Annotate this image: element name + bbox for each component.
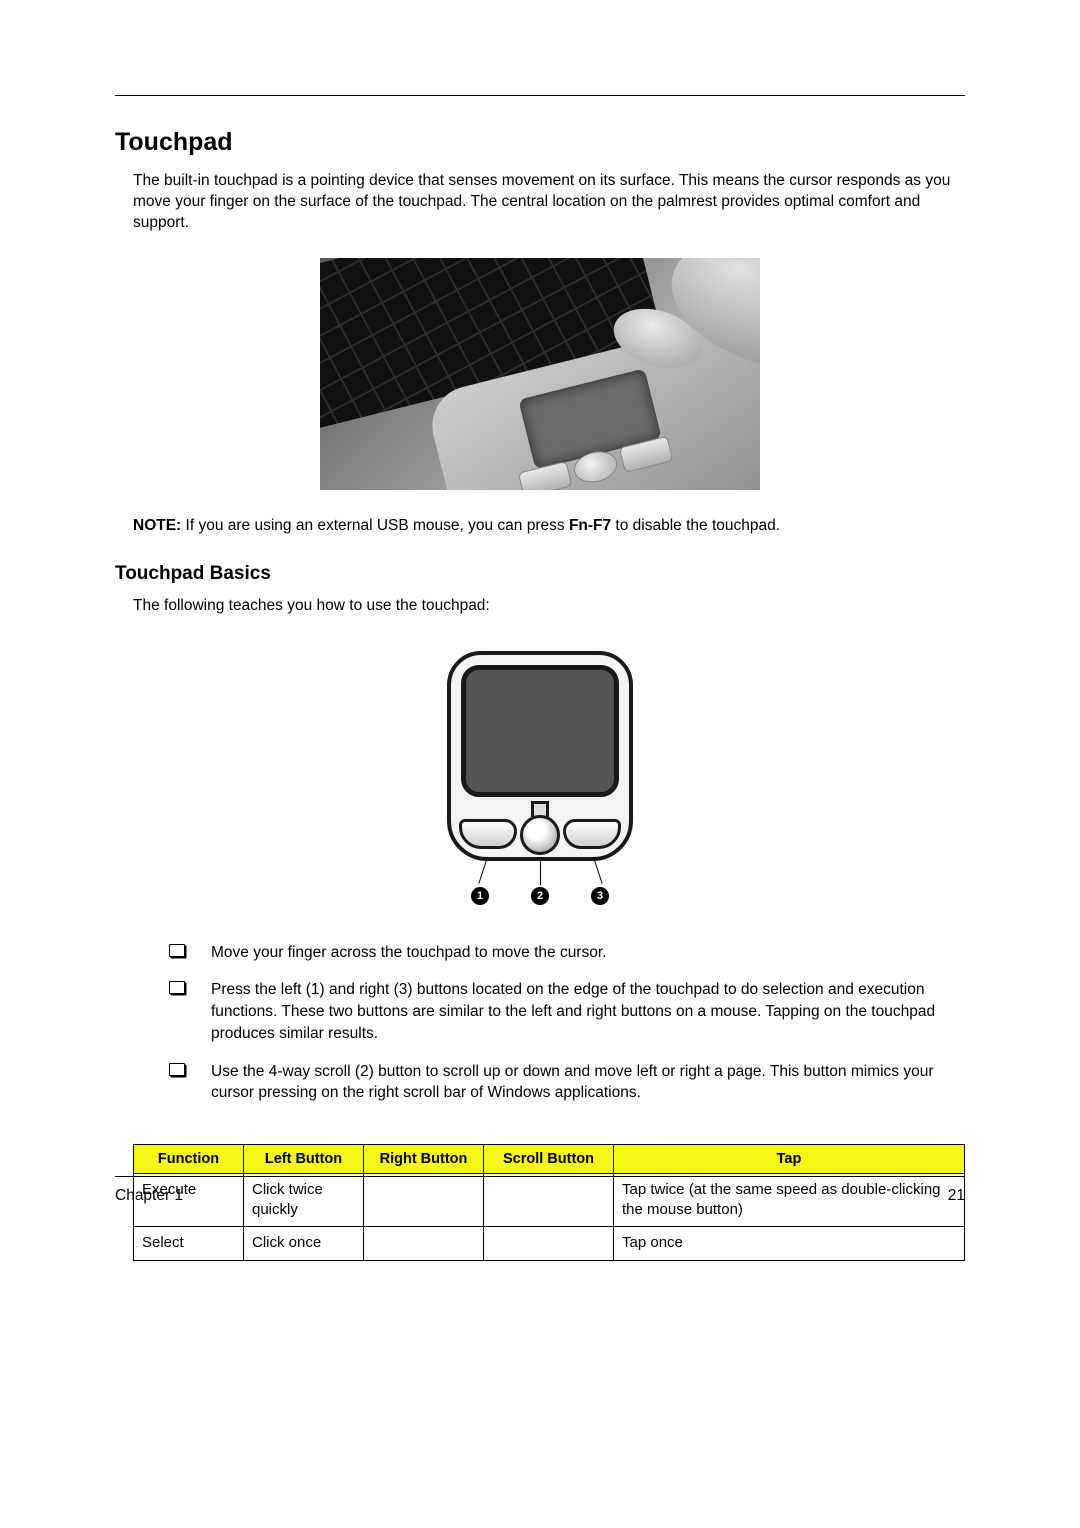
diagram-right-button — [563, 819, 621, 849]
th-left-button: Left Button — [244, 1144, 364, 1173]
table-header-row: Function Left Button Right Button Scroll… — [134, 1144, 965, 1173]
list-item: Press the left (1) and right (3) buttons… — [169, 979, 965, 1060]
touchpad-photo — [115, 258, 965, 495]
th-right-button: Right Button — [364, 1144, 484, 1173]
note-line: NOTE: If you are using an external USB m… — [133, 517, 965, 535]
cell-tap: Tap once — [614, 1227, 965, 1260]
callout-3: 3 — [591, 887, 609, 905]
subsection-title: Touchpad Basics — [115, 563, 965, 585]
footer-chapter: Chapter 1 — [115, 1187, 183, 1205]
cell-function: Select — [134, 1227, 244, 1260]
top-rule — [115, 95, 965, 96]
note-after: to disable the touchpad. — [611, 517, 780, 534]
note-before: If you are using an external USB mouse, … — [186, 517, 569, 534]
intro-paragraph: The built-in touchpad is a pointing devi… — [133, 171, 965, 234]
list-item: Move your finger across the touchpad to … — [169, 942, 965, 980]
note-key: Fn-F7 — [569, 517, 611, 534]
th-scroll-button: Scroll Button — [484, 1144, 614, 1173]
callout-1: 1 — [471, 887, 489, 905]
lead-paragraph: The following teaches you how to use the… — [133, 597, 965, 615]
footer-page-number: 21 — [948, 1187, 965, 1205]
cell-right-button — [364, 1227, 484, 1260]
th-function: Function — [134, 1144, 244, 1173]
page-content: Touchpad The built-in touchpad is a poin… — [115, 95, 965, 1261]
cell-left-button: Click once — [244, 1227, 364, 1260]
list-item: Use the 4-way scroll (2) button to scrol… — [169, 1061, 965, 1120]
touchpad-diagram: 1 2 3 — [115, 651, 965, 916]
touchpad-photo-image — [320, 258, 760, 490]
note-label: NOTE: — [133, 517, 181, 534]
page-footer: Chapter 1 21 — [115, 1176, 965, 1205]
section-title: Touchpad — [115, 128, 965, 157]
instruction-list: Move your finger across the touchpad to … — [169, 942, 965, 1120]
th-tap: Tap — [614, 1144, 965, 1173]
diagram-left-button — [459, 819, 517, 849]
callout-2: 2 — [531, 887, 549, 905]
table-row: Select Click once Tap once — [134, 1227, 965, 1260]
diagram-scroll-button — [520, 815, 560, 855]
footer-rule — [115, 1176, 965, 1177]
cell-scroll-button — [484, 1227, 614, 1260]
